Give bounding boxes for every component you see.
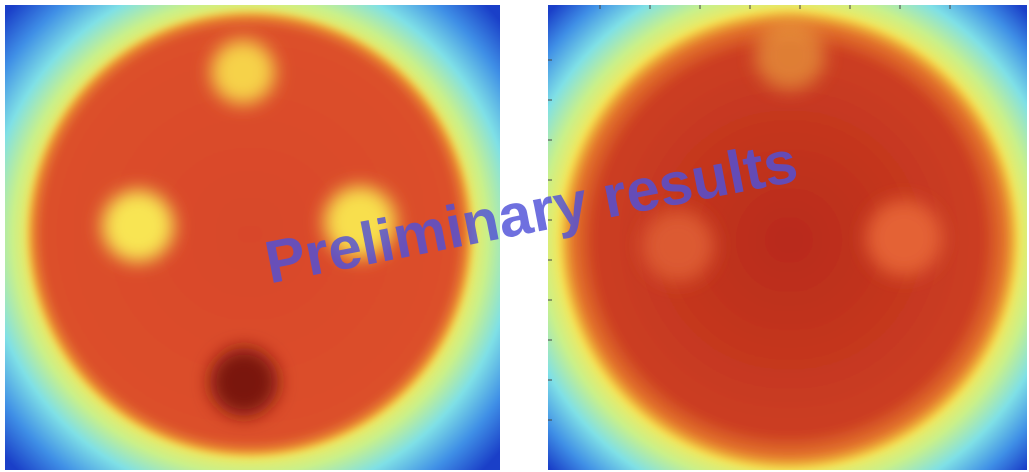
page: Preliminary results [0,0,1029,472]
right-reconstruction [548,5,1027,470]
